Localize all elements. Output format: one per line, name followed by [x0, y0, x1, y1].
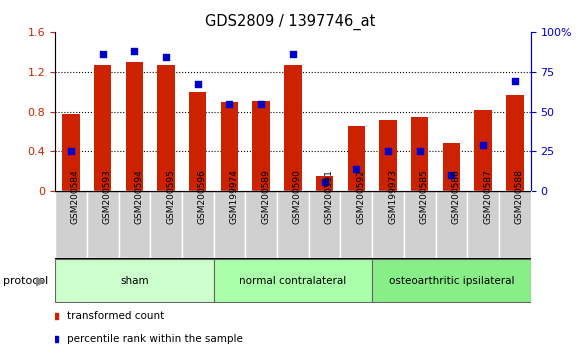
Bar	[55, 191, 87, 258]
Bar	[87, 191, 118, 258]
Point	[478, 142, 488, 148]
Text: GSM200591: GSM200591	[325, 169, 333, 224]
Bar	[221, 102, 238, 191]
Text: protocol: protocol	[3, 275, 48, 286]
Text: GSM200587: GSM200587	[483, 169, 492, 224]
Bar	[404, 191, 436, 258]
Bar	[474, 109, 492, 191]
Bar	[213, 191, 245, 258]
Bar	[347, 126, 365, 191]
Bar	[316, 176, 334, 191]
Text: normal contralateral: normal contralateral	[240, 275, 346, 286]
Bar	[340, 191, 372, 258]
Text: GSM200588: GSM200588	[515, 169, 524, 224]
Bar	[467, 191, 499, 258]
Bar	[436, 191, 467, 258]
Point	[98, 51, 107, 57]
Point	[130, 48, 139, 54]
Text: GSM200589: GSM200589	[261, 169, 270, 224]
Text: GSM200590: GSM200590	[293, 169, 302, 224]
Bar	[499, 191, 531, 258]
Text: GSM199973: GSM199973	[388, 169, 397, 224]
Text: ▶: ▶	[36, 274, 46, 287]
Text: transformed count: transformed count	[67, 311, 164, 321]
Bar	[182, 191, 213, 258]
Text: GSM200596: GSM200596	[198, 169, 207, 224]
Text: sham: sham	[120, 275, 148, 286]
Bar	[372, 191, 404, 258]
Bar	[284, 65, 302, 191]
Bar	[372, 259, 531, 302]
Text: GSM199974: GSM199974	[230, 169, 238, 224]
Text: GSM200585: GSM200585	[420, 169, 429, 224]
Point	[510, 79, 520, 84]
Point	[193, 81, 202, 87]
Bar	[277, 191, 309, 258]
Bar	[189, 92, 206, 191]
Bar	[126, 62, 143, 191]
Bar	[379, 120, 397, 191]
Text: GSM200584: GSM200584	[71, 169, 80, 224]
Text: GSM200594: GSM200594	[135, 169, 143, 224]
Text: GSM200586: GSM200586	[451, 169, 461, 224]
Point	[256, 101, 266, 107]
Bar	[55, 259, 213, 302]
Bar	[252, 101, 270, 191]
Text: GDS2809 / 1397746_at: GDS2809 / 1397746_at	[205, 14, 375, 30]
Bar	[118, 191, 150, 258]
Point	[288, 51, 298, 57]
Bar	[411, 118, 429, 191]
Text: GSM200593: GSM200593	[103, 169, 112, 224]
Bar	[245, 191, 277, 258]
Bar	[157, 65, 175, 191]
Bar	[309, 191, 340, 258]
Point	[351, 166, 361, 172]
Bar	[213, 259, 372, 302]
Point	[320, 179, 329, 184]
Text: GSM200595: GSM200595	[166, 169, 175, 224]
Text: osteoarthritic ipsilateral: osteoarthritic ipsilateral	[389, 275, 514, 286]
Bar	[443, 143, 460, 191]
Bar	[150, 191, 182, 258]
Bar	[506, 95, 524, 191]
Point	[66, 149, 75, 154]
Point	[225, 101, 234, 107]
Point	[161, 55, 171, 60]
Point	[447, 172, 456, 178]
Text: percentile rank within the sample: percentile rank within the sample	[67, 334, 243, 344]
Point	[415, 149, 425, 154]
Text: GSM200592: GSM200592	[356, 169, 365, 224]
Bar	[62, 114, 79, 191]
Bar	[94, 65, 111, 191]
Point	[383, 149, 393, 154]
